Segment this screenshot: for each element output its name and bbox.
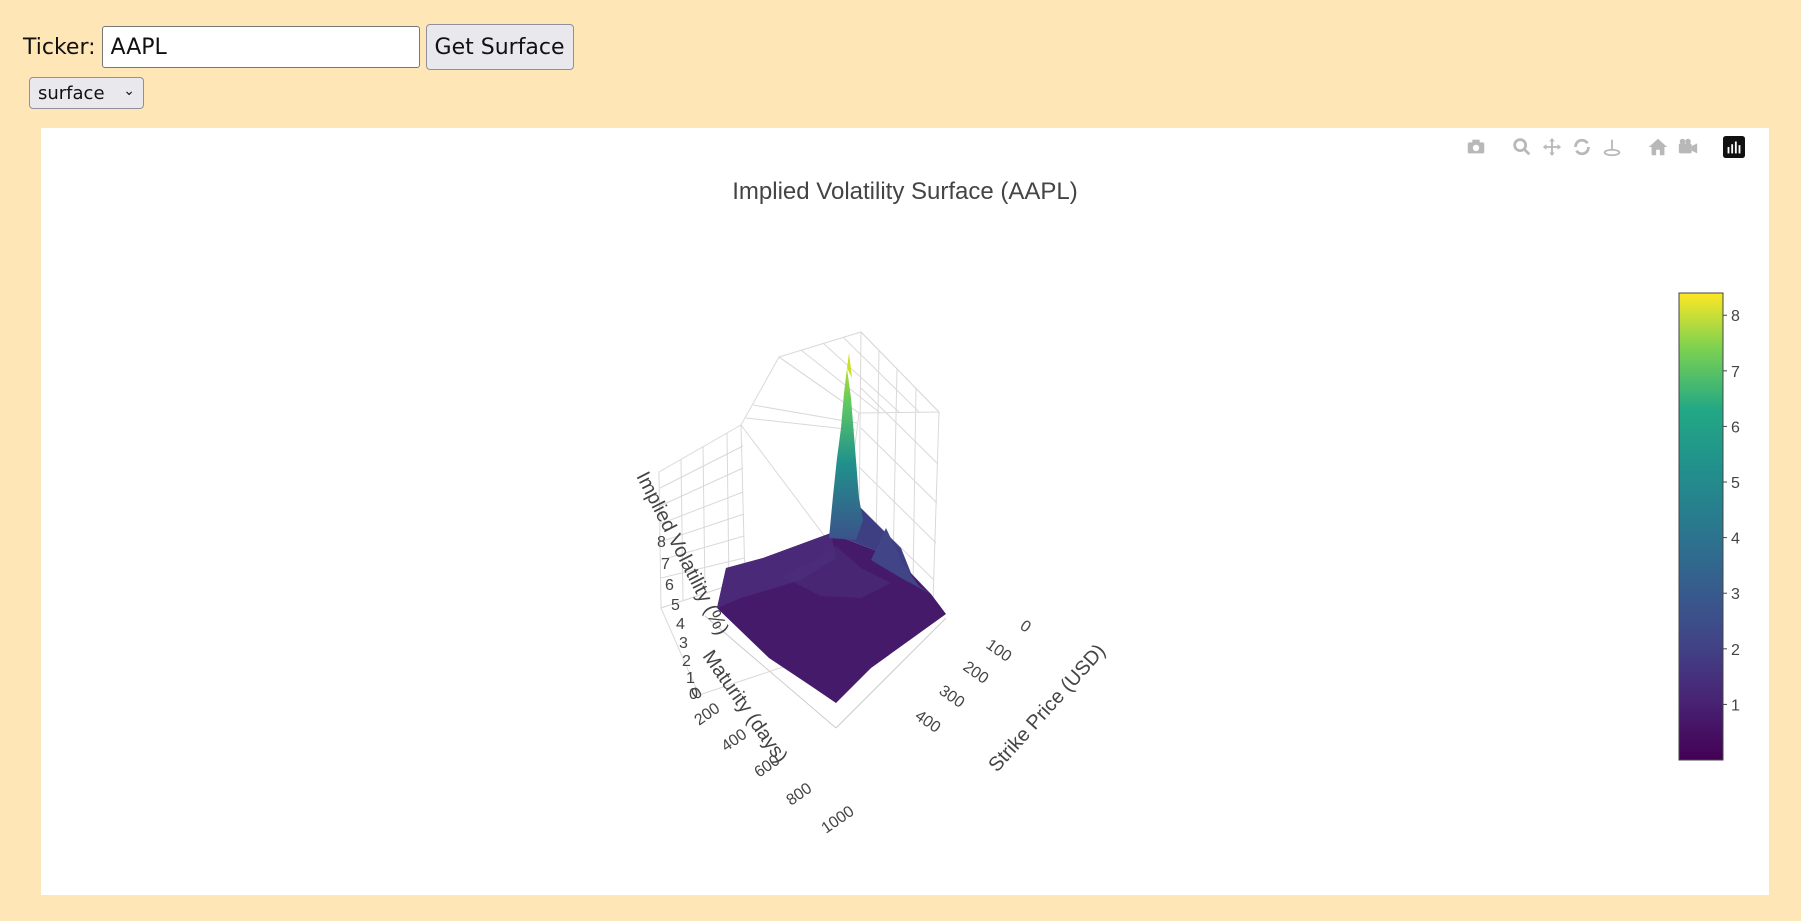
y-tick: 800 — [784, 780, 816, 809]
z-tick: 2 — [682, 653, 691, 670]
chevron-down-icon: ⌄ — [123, 83, 135, 99]
modebar — [1461, 134, 1749, 160]
surface-scene: 8 7 6 5 4 3 2 1 0 0 200 400 600 800 1000… — [632, 292, 1740, 837]
plot-area[interactable]: Implied Volatility Surface (AAPL) — [41, 128, 1769, 895]
z-tick: 4 — [676, 616, 685, 633]
colorbar-ticks: 1 2 3 4 5 6 7 8 — [1723, 308, 1740, 714]
colorbar-tick-label: 7 — [1731, 364, 1740, 381]
plotly-logo-icon[interactable] — [1719, 134, 1749, 160]
z-axis-ticks: 8 7 6 5 4 3 2 1 0 — [657, 534, 698, 703]
colorbar-tick-label: 1 — [1731, 697, 1740, 714]
pan-icon[interactable] — [1537, 134, 1567, 160]
zoom-icon[interactable] — [1507, 134, 1537, 160]
camera-last-save-icon[interactable] — [1673, 134, 1703, 160]
z-tick: 7 — [661, 556, 670, 573]
z-tick: 3 — [679, 635, 688, 652]
ticker-controls: Ticker: Get Surface — [23, 24, 574, 70]
chart-title: Implied Volatility Surface (AAPL) — [732, 178, 1078, 205]
turntable-icon[interactable] — [1597, 134, 1627, 160]
z-tick: 6 — [665, 577, 674, 594]
y-tick: 400 — [719, 726, 751, 755]
iv-surface — [717, 353, 946, 703]
x-tick: 400 — [912, 707, 944, 736]
orbit-icon[interactable] — [1567, 134, 1597, 160]
colorbar-tick-label: 3 — [1731, 586, 1740, 603]
plot-type-select[interactable]: surface ⌄ — [29, 77, 144, 109]
y-tick: 1000 — [819, 803, 858, 837]
get-surface-button[interactable]: Get Surface — [425, 24, 574, 70]
ticker-input[interactable] — [101, 26, 420, 68]
z-axis-title: Implied Volatility (%) — [632, 468, 733, 638]
x-tick: 200 — [960, 658, 992, 687]
floor-edges — [704, 615, 947, 729]
z-tick: 5 — [671, 597, 680, 614]
z-tick: 1 — [686, 670, 695, 687]
colorbar-tick-label: 5 — [1731, 475, 1740, 492]
x-tick: 0 — [1017, 617, 1034, 636]
y-tick: 200 — [692, 700, 724, 729]
plot-type-value: surface — [38, 82, 105, 104]
ticker-label: Ticker: — [23, 34, 96, 60]
home-icon[interactable] — [1643, 134, 1673, 160]
colorbar-tick-label: 8 — [1731, 308, 1740, 325]
camera-icon[interactable] — [1461, 134, 1491, 160]
colorbar — [1678, 292, 1724, 761]
x-axis-ticks: 0 100 200 300 400 — [912, 617, 1034, 736]
x-tick: 300 — [936, 682, 968, 711]
x-tick: 100 — [983, 636, 1015, 665]
z-tick: 8 — [657, 534, 666, 551]
colorbar-tick-label: 4 — [1731, 531, 1740, 548]
z-tick: 0 — [689, 686, 698, 703]
colorbar-tick-label: 6 — [1731, 419, 1740, 436]
colorbar-tick-label: 2 — [1731, 642, 1740, 659]
